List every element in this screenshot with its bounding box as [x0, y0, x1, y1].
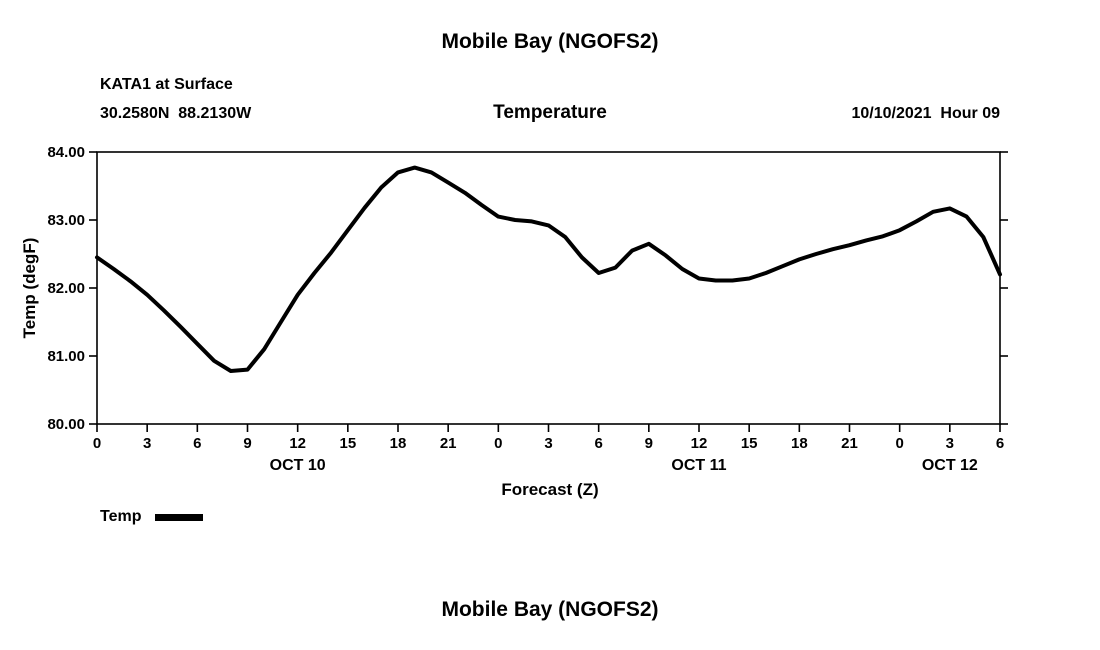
x-tick-label: 6	[193, 435, 201, 452]
y-axis-title: Temp (degF)	[20, 237, 39, 339]
y-tick-label: 84.00	[47, 144, 85, 161]
station-coordinates: 30.2580N 88.2130W	[100, 105, 252, 122]
plot-frame	[96, 151, 1001, 425]
x-date-label: OCT 11	[671, 457, 726, 474]
model-run-datetime: 10/10/2021 Hour 09	[851, 105, 1000, 122]
y-tick-label: 82.00	[47, 280, 85, 297]
x-tick-label: 21	[841, 435, 858, 452]
x-tick-label: 18	[791, 435, 808, 452]
next-page-title: Mobile Bay (NGOFS2)	[441, 598, 659, 621]
x-tick-label: 15	[339, 435, 356, 452]
x-tick-label: 6	[594, 435, 602, 452]
legend-label: Temp	[100, 508, 142, 525]
x-axis-title: Forecast (Z)	[501, 480, 599, 499]
x-tick-label: 15	[741, 435, 758, 452]
x-date-label: OCT 10	[270, 457, 326, 474]
station-label: KATA1 at Surface	[100, 76, 233, 93]
x-tick-label: 18	[390, 435, 407, 452]
x-tick-label: 9	[243, 435, 251, 452]
legend: Temp	[100, 508, 204, 526]
page-title: Mobile Bay (NGOFS2)	[441, 30, 659, 53]
x-tick-label: 3	[946, 435, 954, 452]
plot-title: Temperature	[493, 102, 607, 123]
x-tick-label: 12	[691, 435, 708, 452]
temperature-plot: 80.00 81.00 82.00 83.00 84.00 0 3 6 9 12 15 18 21 0 3 6…	[47, 144, 1008, 474]
x-tick-label: 3	[143, 435, 151, 452]
legend-line-swatch-icon	[155, 513, 204, 521]
x-tick-label: 6	[996, 435, 1004, 452]
x-tick-label: 3	[544, 435, 552, 452]
x-tick-label: 0	[93, 435, 101, 452]
x-tick-label: 9	[645, 435, 653, 452]
x-tick-label: 21	[440, 435, 457, 452]
x-tick-label: 12	[289, 435, 306, 452]
x-tick-label: 0	[895, 435, 903, 452]
x-tick-label: 0	[494, 435, 502, 452]
y-tick-label: 83.00	[47, 212, 85, 229]
temp-line	[95, 165, 1002, 373]
x-date-label: OCT 12	[922, 457, 978, 474]
y-tick-label: 80.00	[47, 416, 85, 433]
y-tick-label: 81.00	[47, 348, 85, 365]
